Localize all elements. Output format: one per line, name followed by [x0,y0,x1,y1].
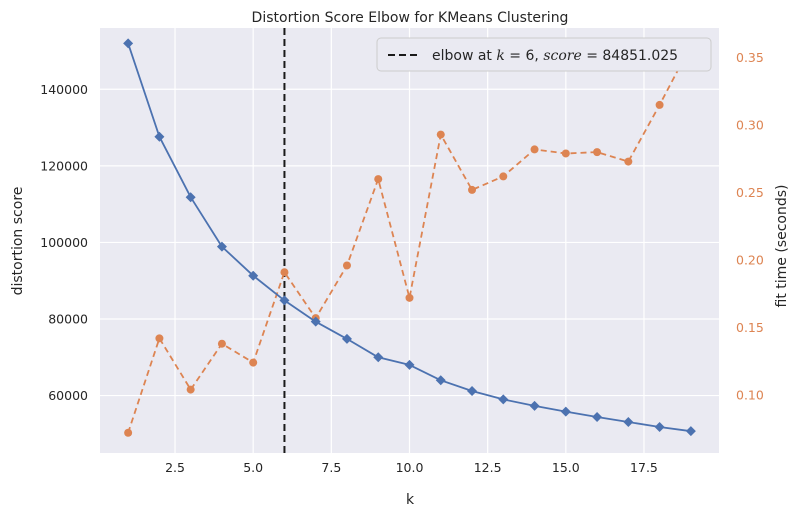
distortion-point [185,192,196,203]
y-axis-label-right: fit time (seconds) [774,185,790,308]
legend-elbow-text: elbow at k = 6, score = 84851.025 [432,48,678,64]
fit-time-point [280,268,289,277]
fit-time-point [217,339,226,348]
fit-time-point [342,261,351,270]
y-tick-labels-left: 60000 80000 100000 120000 140000 [40,82,88,403]
y-tick-label-right: 0.30 [736,118,764,133]
y-tick-labels-right: 0.10 0.15 0.20 0.25 0.30 0.35 [736,50,764,402]
y-axis-label-left: distortion score [10,187,26,296]
distortion-series [123,38,696,437]
x-tick-label: 10.0 [396,460,424,475]
distortion-point [248,270,259,281]
grid-lines [100,28,719,453]
fit-time-point [655,100,664,109]
x-tick-label: 7.5 [321,460,341,475]
y-tick-label-left: 140000 [40,82,88,97]
distortion-point [216,241,227,252]
fit-time-point [436,130,445,139]
distortion-point [623,416,634,427]
fit-time-point [624,157,633,166]
fit-time-point [561,149,570,158]
fit-time-point [374,175,383,184]
y-tick-label-left: 80000 [48,311,88,326]
fit-time-point [530,145,539,154]
fit-time-point [468,185,477,194]
y-tick-label-right: 0.15 [736,320,764,335]
x-tick-label: 2.5 [165,460,185,475]
legend-score-symbol: score [543,48,581,64]
distortion-point [529,400,540,411]
fit-time-point [593,148,602,157]
x-axis-label: k [406,492,415,508]
distortion-point [341,333,352,344]
distortion-point [373,352,384,363]
legend-score-value: = 84851.025 [582,48,678,64]
distortion-point [154,131,165,142]
distortion-point [654,421,665,432]
y-tick-label-right: 0.10 [736,387,764,402]
y-tick-label-right: 0.25 [736,185,764,200]
distortion-point [404,359,415,370]
legend-box [376,37,712,72]
chart-title: Distortion Score Elbow for KMeans Cluste… [252,10,569,26]
fit-time-point [499,172,508,181]
y-tick-label-left: 120000 [40,158,88,173]
legend-prefix: elbow at [432,48,496,64]
legend: elbow at k = 6, score = 84851.025 [376,37,712,72]
x-tick-label: 15.0 [552,460,580,475]
x-tick-label: 17.5 [630,460,658,475]
fit-time-point [249,358,258,367]
legend-k-symbol: k [496,48,504,64]
legend-k-value: = 6, [505,48,543,64]
distortion-point [435,375,446,386]
x-tick-label: 12.5 [474,460,502,475]
fit-time-point [186,385,195,394]
fit-time-point [405,293,414,302]
distortion-point [685,426,696,437]
distortion-point [467,385,478,396]
x-tick-label: 5.0 [243,460,263,475]
y-tick-label-left: 60000 [48,388,88,403]
fit-time-point [155,334,164,343]
distortion-point [560,406,571,417]
x-tick-labels: 2.5 5.0 7.5 10.0 12.5 15.0 17.5 [165,460,658,475]
distortion-point [123,38,134,49]
distortion-point [498,394,509,405]
distortion-point [310,316,321,327]
distortion-point [279,295,290,306]
distortion-point [592,412,603,423]
y-tick-label-right: 0.35 [736,50,764,65]
fit-time-point [124,428,133,437]
y-tick-label-right: 0.20 [736,253,764,268]
y-tick-label-left: 100000 [40,235,88,250]
